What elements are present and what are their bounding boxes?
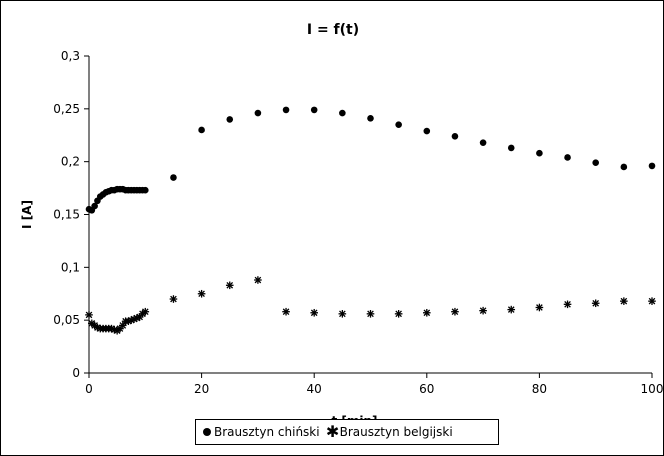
- y-tick-label: 0,1: [61, 260, 80, 274]
- data-point-circle: [451, 133, 459, 140]
- data-point-circle: [339, 109, 346, 117]
- data-point-star: [338, 310, 347, 318]
- data-point-star: [394, 310, 403, 318]
- data-point-circle: [592, 159, 599, 167]
- data-point-circle: [620, 163, 628, 171]
- legend-label-series-1: Brausztyn chiński: [214, 425, 320, 439]
- y-tick-label: 0,2: [61, 155, 80, 169]
- data-point-star: [169, 295, 178, 303]
- data-point-star: [366, 310, 375, 318]
- x-tick-label: 0: [85, 382, 93, 396]
- data-point-star: [451, 307, 459, 316]
- data-point-star: [479, 306, 487, 315]
- data-point-star: [197, 289, 206, 298]
- x-tick-label: 20: [194, 382, 209, 396]
- y-axis-title: I [A]: [20, 200, 34, 229]
- x-tick-label: 100: [641, 382, 663, 396]
- data-point-circle: [226, 116, 234, 123]
- data-point-circle: [367, 115, 374, 122]
- data-point-circle: [310, 106, 318, 114]
- y-tick-label: 0,25: [53, 102, 80, 116]
- legend-circle-marker-icon: [200, 425, 214, 439]
- data-point-star: [310, 308, 319, 317]
- data-point-circle: [142, 186, 149, 194]
- data-point-star: [254, 276, 262, 284]
- ticks-group: 0 20 40 60 80 100 0 0,05 0,1 0,15 0,2 0,25 0,3: [53, 49, 663, 396]
- y-tick-label: 0: [72, 366, 80, 380]
- data-point-circle: [507, 144, 515, 152]
- series-1: [85, 106, 656, 214]
- data-point-circle: [282, 106, 290, 114]
- x-tick-label: 80: [532, 382, 547, 396]
- data-point-circle: [564, 154, 571, 161]
- chart-legend: Brausztyn chiński ✱ Brausztyn belgijski: [195, 419, 499, 445]
- data-point-star: [85, 311, 93, 319]
- data-point-circle: [395, 121, 402, 128]
- legend-star-marker-icon: ✱: [325, 422, 340, 441]
- data-point-star: [648, 297, 656, 305]
- data-point-circle: [170, 174, 177, 181]
- data-point-star: [422, 308, 431, 317]
- data-point-star: [535, 303, 544, 312]
- data-point-circle: [423, 127, 431, 135]
- data-point-circle: [91, 202, 98, 210]
- data-point-star: [124, 317, 133, 326]
- data-point-circle: [536, 149, 543, 157]
- y-tick-label: 0,05: [53, 313, 80, 327]
- series-2: [85, 276, 656, 335]
- data-point-circle: [648, 162, 656, 170]
- chart-title-group: I = f(t): [307, 22, 359, 38]
- legend-entry-series-2: ✱ Brausztyn belgijski: [325, 422, 453, 441]
- data-point-circle: [479, 139, 487, 146]
- x-tick-label: 60: [419, 382, 434, 396]
- data-point-star: [225, 281, 234, 290]
- data-point-star: [141, 307, 150, 316]
- chart-title: I = f(t): [307, 22, 359, 38]
- series-group: [85, 106, 656, 335]
- data-point-star: [563, 300, 572, 309]
- data-point-star: [591, 299, 600, 308]
- legend-label-series-2: Brausztyn belgijski: [339, 425, 453, 439]
- legend-entry-series-1: Brausztyn chiński: [200, 425, 320, 439]
- data-point-star: [507, 305, 516, 314]
- data-point-circle: [198, 126, 205, 134]
- data-point-circle: [254, 109, 262, 117]
- data-point-star: [118, 321, 127, 330]
- y-tick-label: 0,15: [53, 208, 80, 222]
- data-point-star: [282, 307, 290, 316]
- x-tick-label: 40: [307, 382, 322, 396]
- data-point-star: [620, 297, 628, 305]
- axes-group: t [min]I [A]: [20, 56, 652, 428]
- y-tick-label: 0,3: [61, 49, 80, 63]
